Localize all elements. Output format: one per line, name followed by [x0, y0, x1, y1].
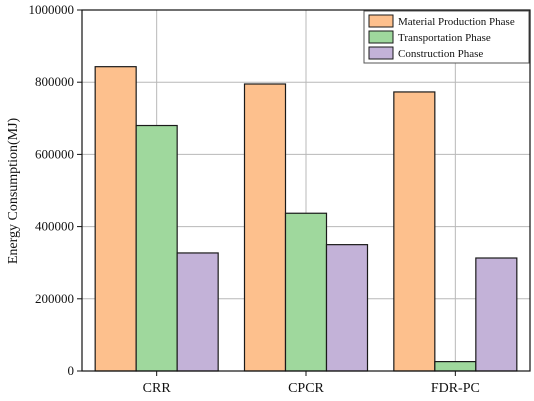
x-tick-label: FDR-PC	[431, 381, 480, 396]
legend-label: Construction Phase	[398, 48, 483, 60]
legend-label: Transportation Phase	[398, 32, 491, 44]
bar-fdr-pc-series-1	[434, 361, 477, 372]
x-tick-label: CPCR	[288, 381, 324, 396]
bar-cpcr-series-0	[243, 83, 287, 372]
bar-fdr-pc-series-2	[475, 257, 518, 372]
legend-label: Material Production Phase	[398, 16, 515, 28]
bar-fdr-pc-series-0	[393, 91, 436, 372]
y-tick-label: 800000	[35, 74, 74, 89]
legend-swatch	[368, 30, 394, 44]
bar-crr-series-2	[176, 252, 219, 372]
plot-frame	[81, 9, 531, 372]
legend-swatch	[368, 14, 394, 28]
y-tick-label: 0	[68, 363, 75, 378]
y-axis-title: Energy Consumption(MJ)	[6, 117, 21, 264]
y-tick-label: 200000	[35, 291, 74, 306]
y-tick-label: 400000	[35, 219, 74, 234]
bars	[94, 66, 518, 372]
bar-cpcr-series-1	[284, 212, 328, 372]
bar-cpcr-series-2	[325, 244, 369, 372]
legend: Material Production Phase Transportation …	[363, 10, 530, 64]
axes: 0 200000 400000 600000 800000 1000000 CRR CPCR F…	[29, 2, 531, 396]
y-tick-label: 600000	[35, 146, 74, 161]
y-tick-label: 1000000	[29, 2, 75, 17]
x-tick-label: CRR	[143, 381, 172, 396]
bar-crr-series-1	[135, 124, 178, 372]
legend-swatch	[368, 46, 394, 60]
bar-crr-series-0	[94, 66, 137, 372]
